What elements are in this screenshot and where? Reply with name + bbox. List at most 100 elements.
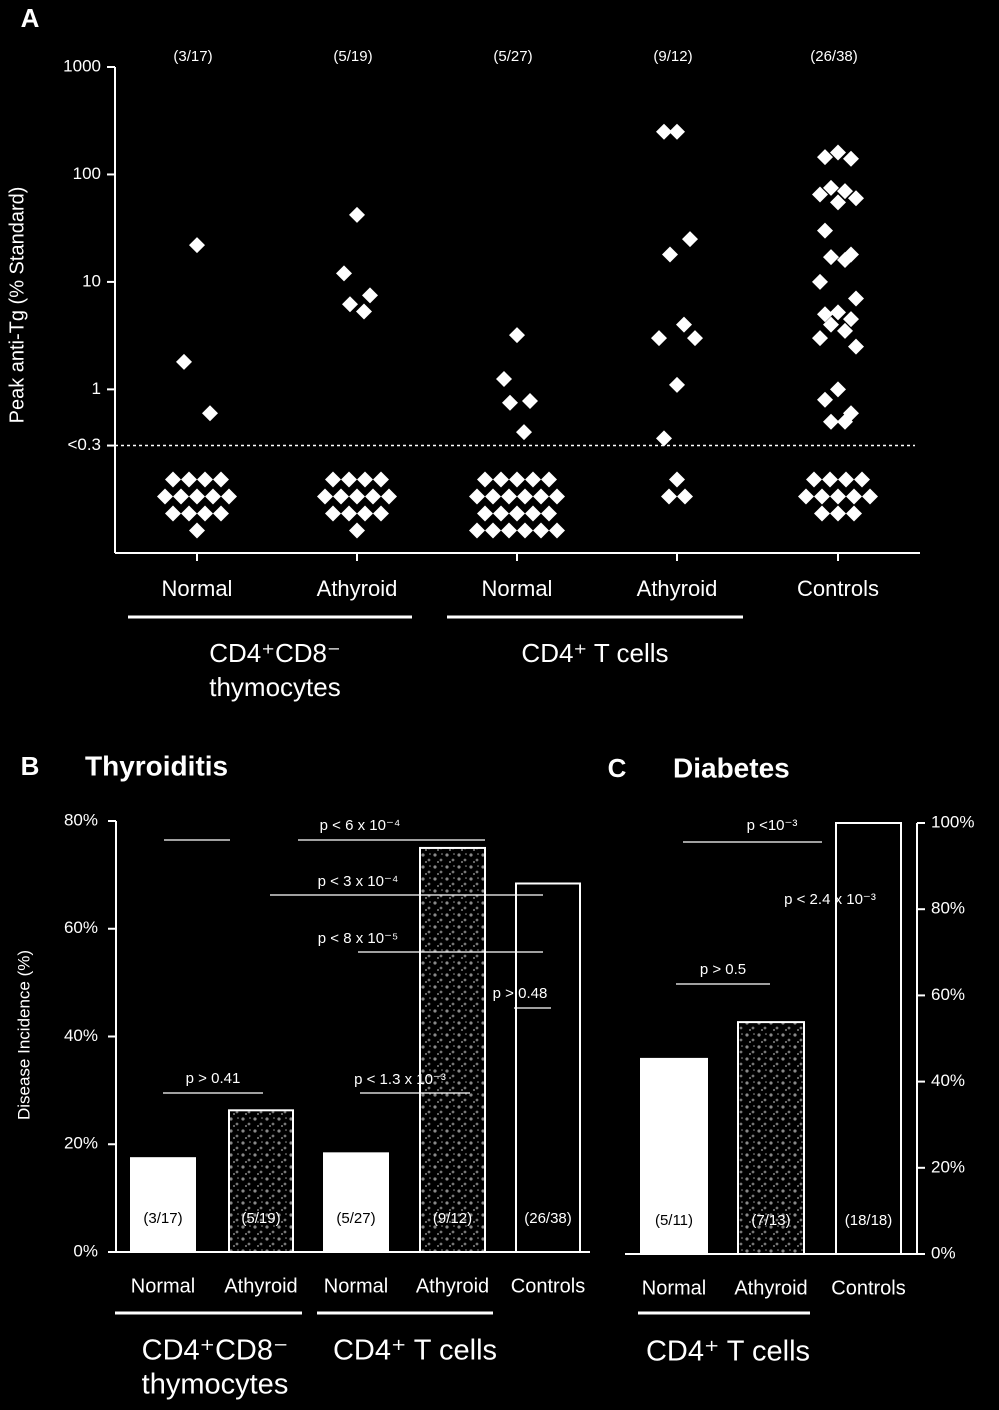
data-point (501, 488, 517, 505)
data-point (381, 488, 397, 505)
data-point (533, 522, 549, 539)
value-label: (5/19) (241, 1210, 280, 1227)
y-tick-label: 60% (64, 918, 98, 937)
data-point (823, 413, 839, 430)
data-point (823, 179, 839, 196)
data-point (349, 522, 365, 539)
p-value: p < 2.4 x 10⁻³ (784, 891, 876, 908)
data-point (669, 471, 685, 488)
p-value: p <10⁻³ (747, 817, 798, 834)
x-tick-label: Athyroid (637, 576, 718, 601)
data-point (509, 471, 525, 488)
data-point (516, 424, 532, 441)
data-point (830, 304, 846, 321)
bar (640, 1057, 708, 1254)
y-tick-label: 0% (931, 1243, 956, 1262)
data-point (189, 522, 205, 539)
count-label: (9/12) (653, 48, 692, 65)
data-point (213, 505, 229, 522)
data-point (812, 186, 828, 203)
bar (419, 846, 486, 1253)
value-label: (9/12) (433, 1210, 472, 1227)
y-tick-label: 100 (73, 164, 101, 183)
data-point (341, 471, 357, 488)
data-point (676, 316, 692, 333)
data-point (541, 471, 557, 488)
data-point (812, 330, 828, 347)
data-point (181, 505, 197, 522)
data-point (509, 505, 525, 522)
data-point (349, 488, 365, 505)
data-point (477, 505, 493, 522)
data-point (157, 488, 173, 505)
data-point (806, 471, 822, 488)
data-point (843, 150, 859, 167)
group-label: CD4⁺ T cells (646, 1336, 810, 1368)
data-point (349, 206, 365, 223)
data-point (205, 488, 221, 505)
x-tick-label: Normal (642, 1277, 706, 1299)
data-point (342, 296, 358, 313)
x-tick-label: Athyroid (224, 1275, 297, 1297)
data-point (838, 471, 854, 488)
y-tick-label: 80% (931, 899, 965, 918)
data-point (165, 471, 181, 488)
data-point (830, 505, 846, 522)
data-point (333, 488, 349, 505)
data-point (493, 505, 509, 522)
group-label: thymocytes (142, 1369, 289, 1401)
data-point (848, 190, 864, 207)
value-label: (5/27) (336, 1210, 375, 1227)
data-point (817, 149, 833, 166)
x-tick-label: Normal (131, 1275, 195, 1297)
data-point (517, 488, 533, 505)
bar (737, 1021, 805, 1256)
bar (130, 1157, 196, 1252)
data-point (798, 488, 814, 505)
data-point (843, 311, 859, 328)
count-label: (26/38) (810, 48, 858, 65)
data-point (830, 144, 846, 161)
p-value: p > 0.5 (700, 961, 746, 978)
data-point (848, 290, 864, 307)
data-point (373, 505, 389, 522)
data-point (848, 338, 864, 355)
bar (228, 1109, 294, 1253)
y-tick-label: 100% (931, 812, 974, 831)
data-point (197, 471, 213, 488)
data-point (517, 522, 533, 539)
data-point (469, 488, 485, 505)
data-point (837, 251, 853, 268)
data-point (485, 488, 501, 505)
data-point (373, 471, 389, 488)
count-label: (5/19) (333, 48, 372, 65)
panel-title: Thyroiditis (85, 750, 228, 781)
data-point (356, 303, 372, 320)
group-label: CD4⁺ T cells (521, 638, 668, 668)
panel-letter: C (608, 753, 627, 783)
group-label: CD4⁺CD8⁻ (209, 638, 340, 668)
data-point (814, 505, 830, 522)
p-value: p > 0.48 (493, 985, 548, 1002)
p-value: p < 3 x 10⁻⁴ (318, 873, 399, 890)
data-point (837, 183, 853, 200)
y-axis-label: Disease Incidence (%) (14, 950, 33, 1120)
count-label: (3/17) (173, 48, 212, 65)
data-point (830, 381, 846, 398)
y-tick-label: <0.3 (67, 435, 101, 454)
panel-title: Diabetes (673, 752, 790, 783)
x-tick-label: Controls (831, 1277, 905, 1299)
data-point (837, 322, 853, 339)
bar (515, 882, 581, 1253)
data-point (812, 273, 828, 290)
data-point (549, 522, 565, 539)
data-point (362, 287, 378, 304)
x-tick-label: Normal (482, 576, 553, 601)
value-label: (5/11) (655, 1212, 693, 1229)
data-point (682, 231, 698, 248)
data-point (325, 471, 341, 488)
data-point (817, 306, 833, 323)
data-point (485, 522, 501, 539)
data-point (525, 471, 541, 488)
data-point (662, 246, 678, 263)
